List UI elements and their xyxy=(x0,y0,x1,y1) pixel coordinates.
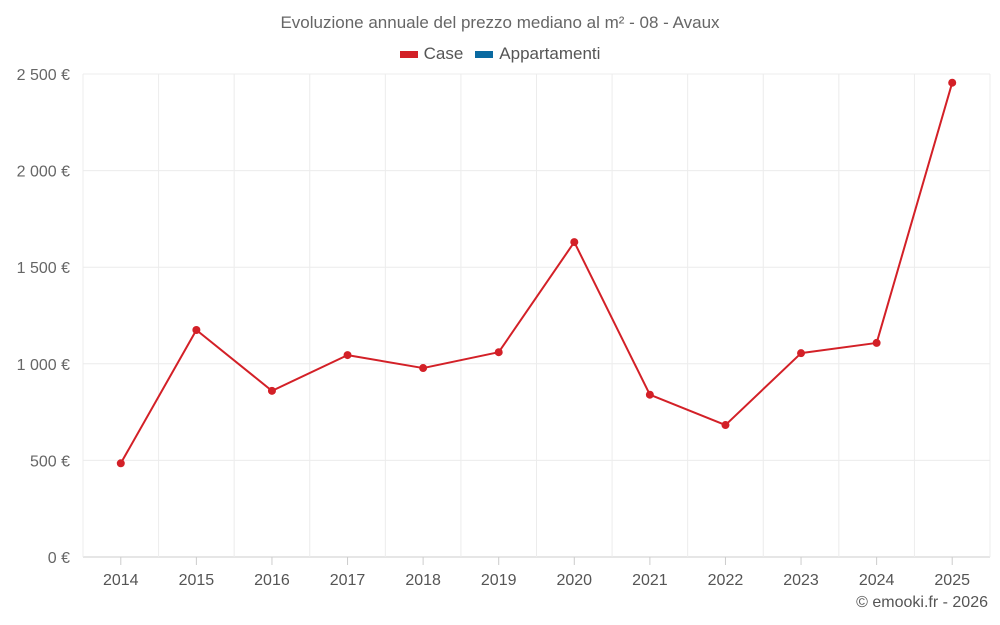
x-tick-label: 2014 xyxy=(103,572,139,589)
x-tick-label: 2020 xyxy=(556,572,592,589)
data-point xyxy=(267,386,276,395)
data-point xyxy=(797,349,806,358)
x-tick-label: 2022 xyxy=(708,572,744,589)
data-point xyxy=(645,390,654,399)
x-tick-label: 2019 xyxy=(481,572,517,589)
y-tick-label: 2 500 € xyxy=(17,67,70,84)
y-tick-label: 1 000 € xyxy=(17,357,70,374)
legend-item-case[interactable]: Case xyxy=(399,44,464,64)
data-point xyxy=(721,421,730,430)
data-point xyxy=(494,348,503,357)
x-tick-label: 2023 xyxy=(783,572,819,589)
legend-item-appartamenti[interactable]: Appartamenti xyxy=(475,44,600,64)
data-point xyxy=(948,78,957,87)
data-point xyxy=(872,338,881,347)
legend-label-case: Case xyxy=(423,44,464,63)
legend-swatch-appartamenti xyxy=(475,50,494,58)
data-point xyxy=(192,325,201,334)
x-tick-label: 2025 xyxy=(934,572,970,589)
chart-title: Evoluzione annuale del prezzo mediano al… xyxy=(280,13,720,32)
data-point xyxy=(116,459,125,468)
data-point xyxy=(419,364,428,373)
x-tick-label: 2018 xyxy=(405,572,441,589)
x-tick-label: 2024 xyxy=(859,572,895,589)
legend-swatch-case xyxy=(399,50,418,58)
x-tick-label: 2017 xyxy=(330,572,366,589)
y-tick-label: 500 € xyxy=(30,453,70,470)
x-tick-label: 2016 xyxy=(254,572,290,589)
y-tick-label: 2 000 € xyxy=(17,164,70,181)
y-tick-label: 1 500 € xyxy=(17,260,70,277)
data-point xyxy=(343,351,352,360)
footer-credit: © emooki.fr - 2026 xyxy=(856,594,988,611)
series-line-case xyxy=(119,82,954,464)
x-tick-label: 2015 xyxy=(179,572,215,589)
data-point xyxy=(570,238,579,247)
y-tick-label: 0 € xyxy=(48,550,70,567)
x-tick-label: 2021 xyxy=(632,572,668,589)
chart-legend: Case Appartamenti xyxy=(0,44,1000,64)
legend-label-appartamenti: Appartamenti xyxy=(499,44,601,63)
